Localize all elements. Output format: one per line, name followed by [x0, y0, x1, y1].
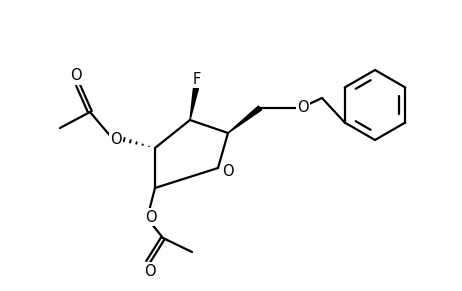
- Polygon shape: [228, 106, 261, 133]
- Text: F: F: [193, 72, 201, 86]
- Text: O: O: [222, 164, 234, 180]
- Text: O: O: [145, 210, 157, 224]
- Polygon shape: [190, 88, 199, 120]
- Text: O: O: [144, 263, 156, 278]
- Text: O: O: [110, 132, 122, 148]
- Text: O: O: [297, 100, 309, 114]
- Text: O: O: [70, 68, 82, 84]
